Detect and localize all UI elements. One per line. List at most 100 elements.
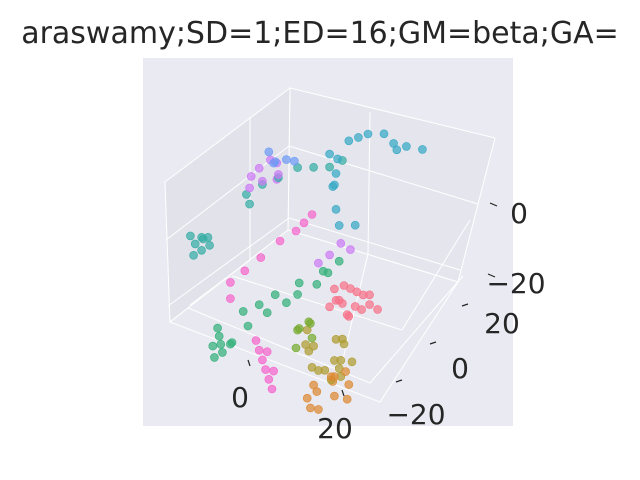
data-point-series-7 [269,158,278,168]
data-point-series-9 [251,336,261,345]
data-point-series-2 [301,340,310,349]
data-point-series-0 [346,284,355,293]
data-point-series-9 [264,374,274,384]
data-point-series-6 [330,180,339,190]
data-point-series-6 [379,129,389,139]
data-point-series-9 [291,226,301,236]
data-point-series-1 [309,380,318,390]
data-point-series-8 [245,183,254,193]
data-point-series-9 [258,355,267,365]
data-point-series-9 [240,266,250,276]
y-tick-label: −20 [386,398,445,431]
data-point-series-5 [325,162,334,172]
data-point-series-0 [350,302,360,311]
data-point-series-6 [354,133,363,142]
data-point-series-4 [227,338,237,347]
data-point-series-8 [346,245,355,254]
data-point-series-6 [344,136,354,146]
data-point-series-3 [291,343,301,353]
data-point-series-0 [365,300,374,309]
data-point-series-5 [197,246,206,255]
data-point-series-0 [325,302,334,312]
data-point-series-1 [344,380,354,389]
data-point-series-4 [243,321,253,331]
data-point-series-8 [325,250,334,260]
data-point-series-4 [214,331,224,341]
data-point-series-9 [267,384,277,394]
data-point-series-3 [307,333,317,343]
data-point-series-4 [293,290,302,299]
x-tick-label: 20 [317,412,353,445]
data-point-series-9 [254,345,264,355]
tick-labels: 0 20 20 0 −20 0 −20 [231,197,545,445]
data-point-series-2 [307,362,317,372]
data-point-series-9 [275,236,285,246]
gridline [401,219,471,331]
data-point-series-4 [210,353,219,362]
data-point-series-1 [314,405,323,414]
data-point-series-1 [342,394,352,404]
data-point-series-4 [216,339,226,349]
x-tick-label: 0 [231,381,249,414]
data-point-series-8 [246,172,256,181]
axis-ticks [247,202,498,397]
y-tick-mark [461,303,469,307]
data-point-series-4 [270,290,280,300]
data-point-series-6 [418,145,427,154]
data-point-series-0 [331,295,341,305]
data-point-series-9 [226,294,235,303]
gridline [167,217,290,307]
data-point-series-5 [189,251,198,260]
data-point-series-1 [326,372,336,382]
data-point-series-4 [208,341,218,351]
gridline [189,259,251,306]
data-point-series-6 [325,149,334,159]
data-point-series-2 [336,355,346,365]
data-point-series-0 [342,310,352,320]
y-tick-mark [429,341,437,345]
data-point-series-5 [186,231,195,241]
data-point-series-1 [330,391,339,401]
data-point-series-8 [274,170,283,179]
data-point-series-8 [254,163,264,173]
data-point-series-6 [363,129,373,139]
z-tick-label: 0 [510,197,528,230]
data-point-series-5 [190,239,200,249]
data-point-series-4 [262,308,272,318]
data-point-series-7 [290,156,299,166]
data-point-series-6 [331,205,341,214]
data-point-series-4 [312,279,322,289]
data-point-series-6 [333,154,342,164]
x-tick-mark [341,389,345,397]
gridline [369,275,464,384]
data-point-series-9 [269,366,278,376]
data-point-series-3 [294,324,304,333]
data-point-series-6 [331,169,341,178]
data-point-series-6 [350,220,360,230]
data-point-series-4 [218,348,227,357]
data-point-series-1 [302,393,312,403]
data-point-series-5 [245,199,254,209]
z-tick-mark [487,273,496,278]
data-point-series-4 [238,307,248,316]
data-point-series-8 [258,176,267,186]
data-point-series-4 [282,298,291,308]
data-point-series-6 [402,142,411,151]
z-tick-label: −20 [486,267,545,300]
y-tick-mark [395,379,403,383]
data-point-series-6 [389,139,398,148]
data-point-series-5 [309,163,318,172]
data-point-series-4 [294,278,304,288]
data-point-series-9 [226,278,235,287]
data-point-series-2 [347,357,357,367]
data-point-series-5 [205,241,214,250]
data-point-series-1 [306,403,315,413]
data-point-series-4 [254,300,264,310]
data-point-series-9 [299,218,309,228]
data-point-series-7 [264,147,274,157]
scatter-points [186,129,427,414]
gridline [288,145,479,205]
z-tick-mark [489,202,498,207]
data-point-series-4 [323,268,333,278]
